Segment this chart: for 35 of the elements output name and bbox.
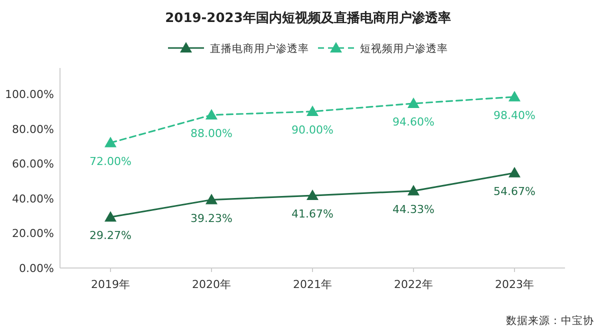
data-label: 54.67% — [494, 184, 536, 198]
y-tick-label: 0.00% — [19, 262, 54, 275]
x-tick-label: 2023年 — [495, 278, 534, 291]
chart-title: 2019-2023年国内短视频及直播电商用户渗透率 — [165, 10, 451, 26]
point — [206, 108, 218, 120]
y-tick-label: 80.00% — [12, 122, 54, 136]
data-label: 72.00% — [90, 154, 132, 168]
x-tick-label: 2021年 — [293, 278, 332, 291]
y-tick-label: 60.00% — [12, 158, 54, 171]
data-label: 39.23% — [190, 212, 232, 225]
data-label: 90.00% — [292, 123, 334, 136]
x-tick-label: 2020年 — [192, 278, 231, 291]
point — [306, 190, 318, 200]
y-tick-label: 40.00% — [12, 192, 54, 206]
point — [508, 166, 520, 178]
data-label: 41.67% — [292, 208, 334, 221]
point — [408, 184, 420, 196]
data-label: 44.33% — [392, 202, 434, 216]
data-label: 29.27% — [90, 229, 132, 242]
source-note: 数据来源：中宝协 — [506, 314, 594, 327]
point — [104, 211, 116, 222]
data-label: 88.00% — [190, 126, 232, 140]
point — [104, 136, 116, 148]
y-tick-label: 20.00% — [12, 227, 54, 240]
legend-label: 短视频用户渗透率 — [360, 42, 448, 55]
x-tick-label: 2019年 — [91, 278, 130, 291]
point — [306, 105, 318, 116]
y-tick-label: 100.00% — [5, 88, 54, 102]
data-label: 98.40% — [494, 108, 536, 122]
point — [408, 97, 420, 108]
legend-label: 直播电商用户渗透率 — [210, 42, 309, 55]
x-tick-label: 2022年 — [394, 278, 433, 291]
point — [206, 194, 218, 204]
point — [508, 90, 520, 102]
data-label: 94.60% — [392, 115, 434, 128]
